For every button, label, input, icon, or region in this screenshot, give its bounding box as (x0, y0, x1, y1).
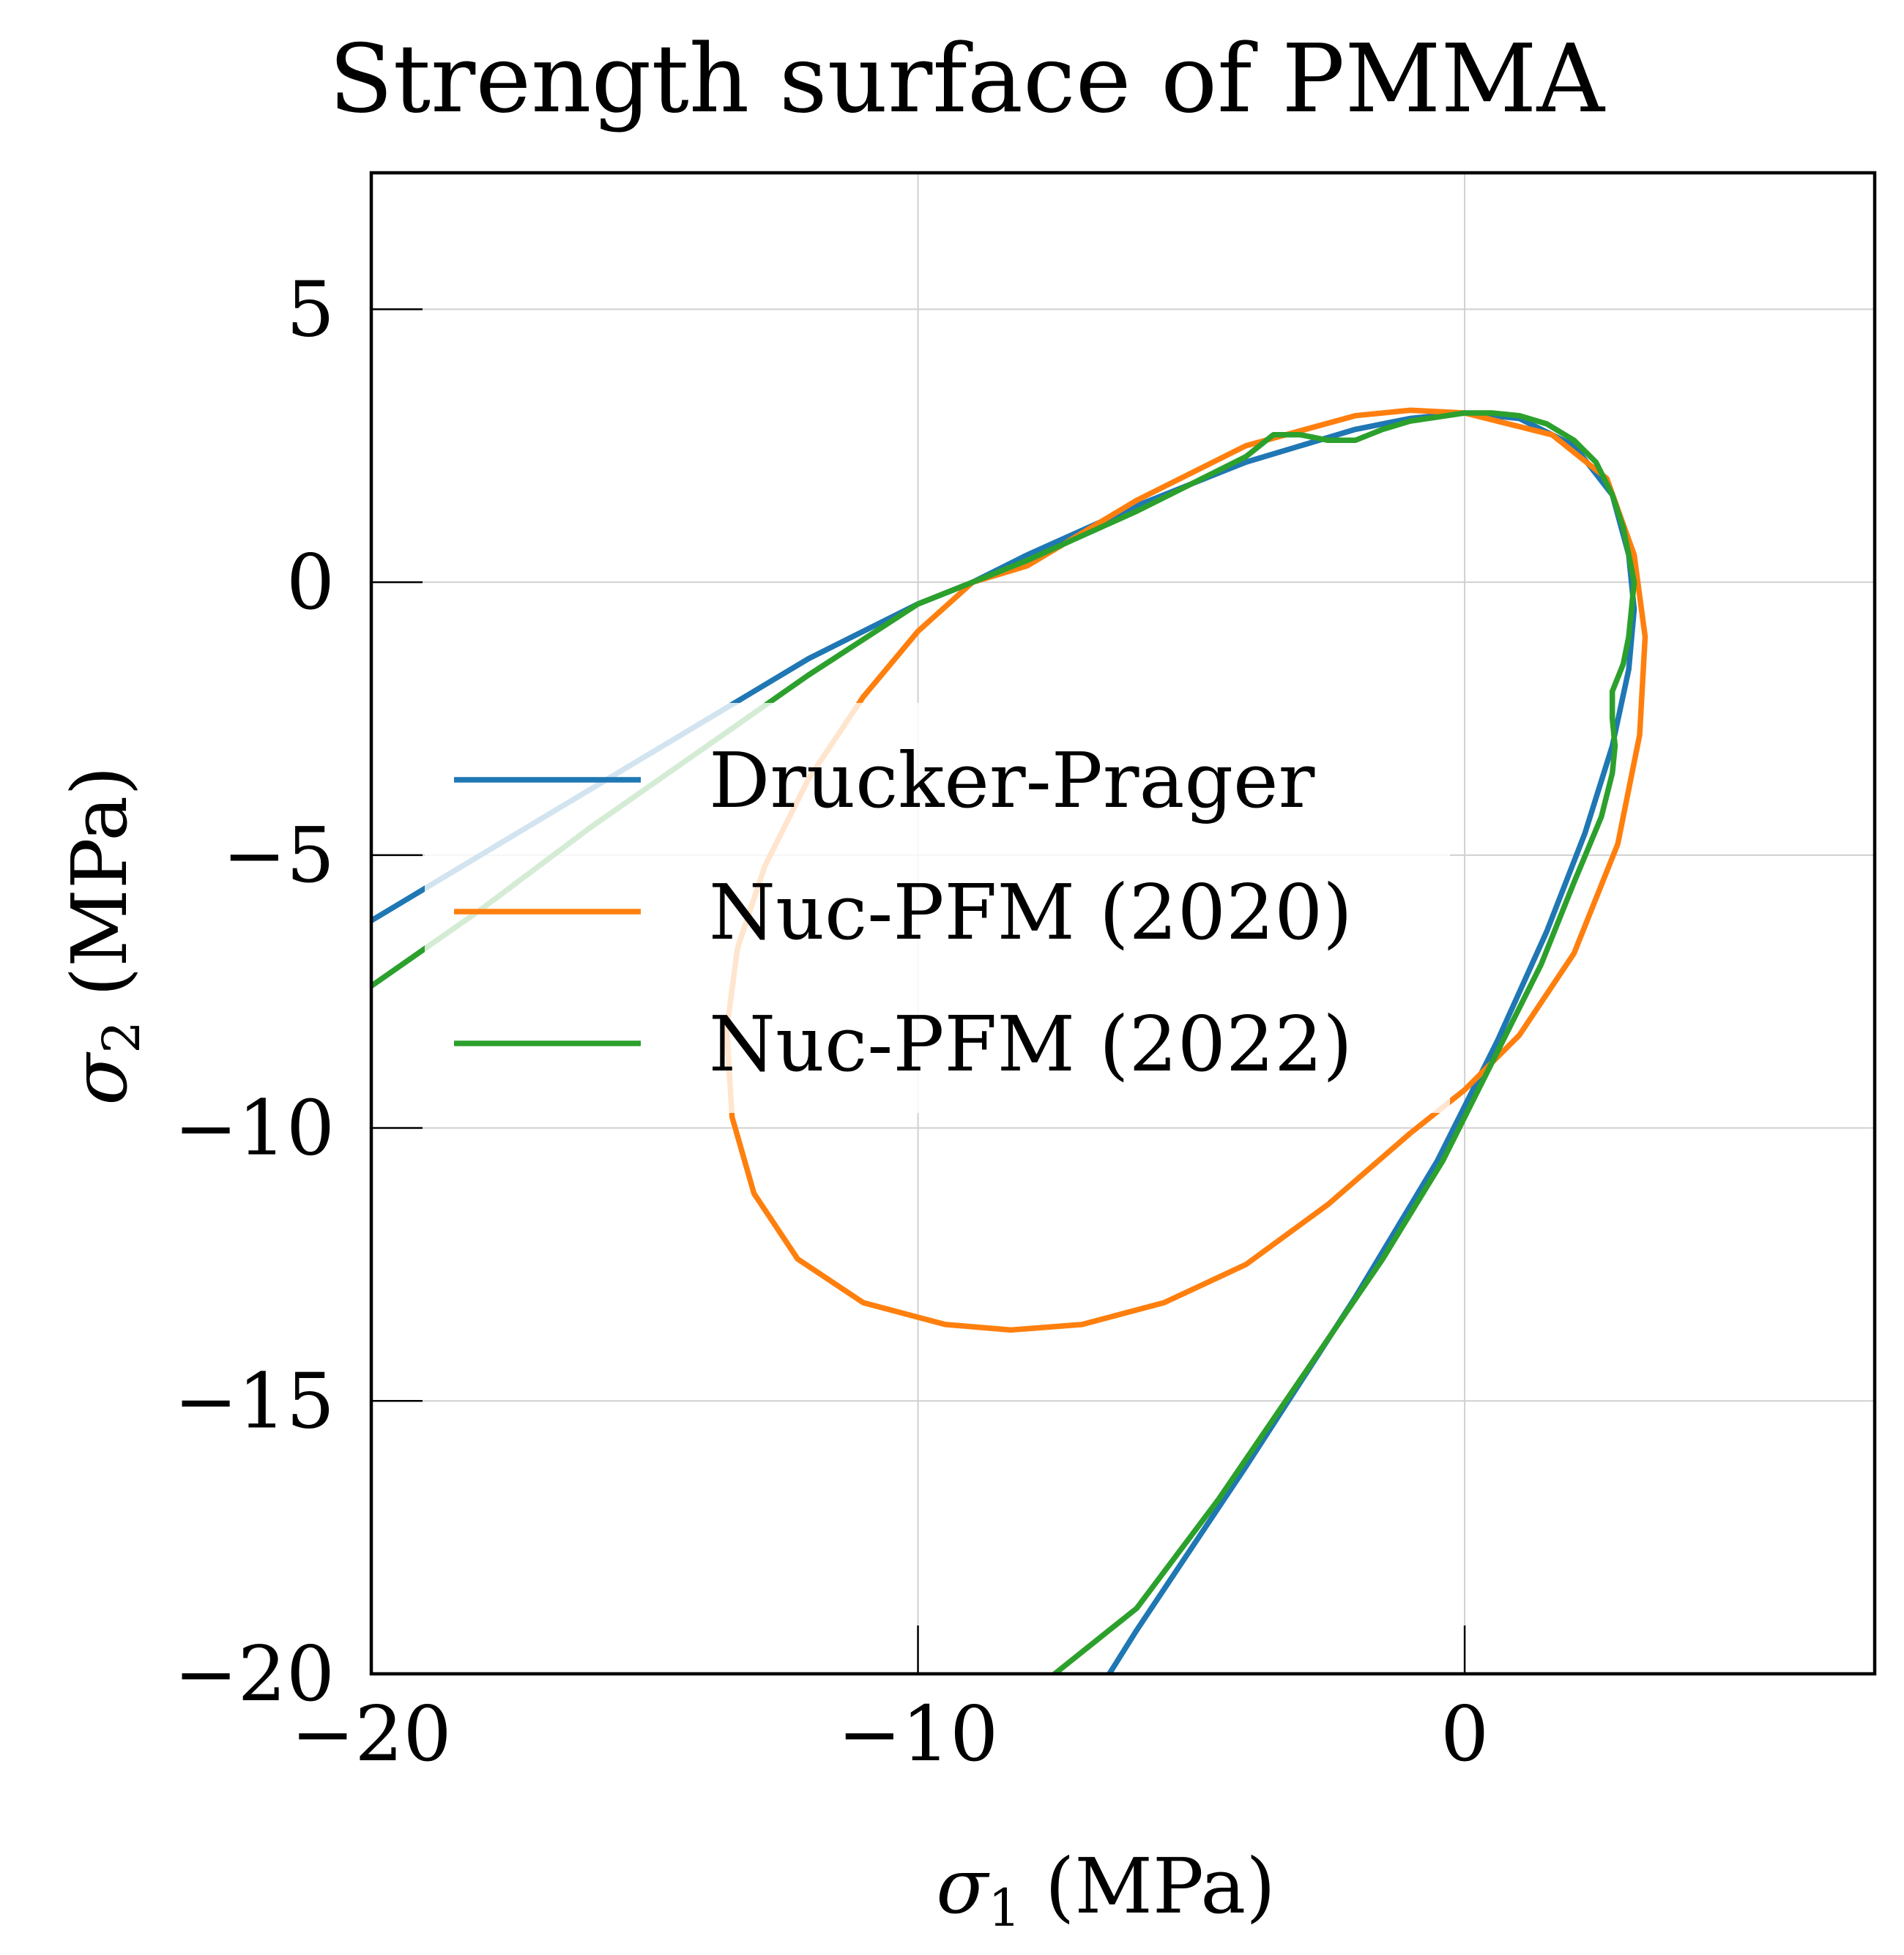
y-tick-label: −10 (174, 1084, 335, 1173)
y-tick-label: −15 (174, 1356, 335, 1445)
y-tick-label: −5 (223, 811, 335, 900)
y-tick-label: −20 (174, 1629, 335, 1718)
x-tick-label: −10 (838, 1689, 998, 1779)
legend-box (425, 703, 1450, 1113)
plot-frame (369, 171, 1877, 1676)
x-axis-label: σ1 (MPa) (936, 1842, 1276, 1938)
y-axis-label: σ2 (MPa) (55, 766, 152, 1106)
legend-label-1: Drucker-Prager (709, 736, 1315, 825)
series-group (371, 407, 1648, 1674)
x-tick-label: −20 (291, 1689, 451, 1779)
legend: Drucker-Prager Nuc-PFM (2020) Nuc-PFM (202… (425, 703, 1450, 1113)
y-tick-label: 5 (286, 264, 335, 354)
legend-label-3: Nuc-PFM (2022) (709, 999, 1353, 1089)
x-tick-label: 0 (1440, 1689, 1489, 1779)
ticks: −20 −10 0 −20 −15 −10 −5 0 5 (174, 264, 1490, 1779)
y-tick-label: 0 (286, 537, 335, 627)
legend-label-2: Nuc-PFM (2020) (709, 868, 1353, 957)
chart-title: Strength surface of PMMA (329, 25, 1606, 134)
series-line-3 (371, 410, 1637, 1674)
